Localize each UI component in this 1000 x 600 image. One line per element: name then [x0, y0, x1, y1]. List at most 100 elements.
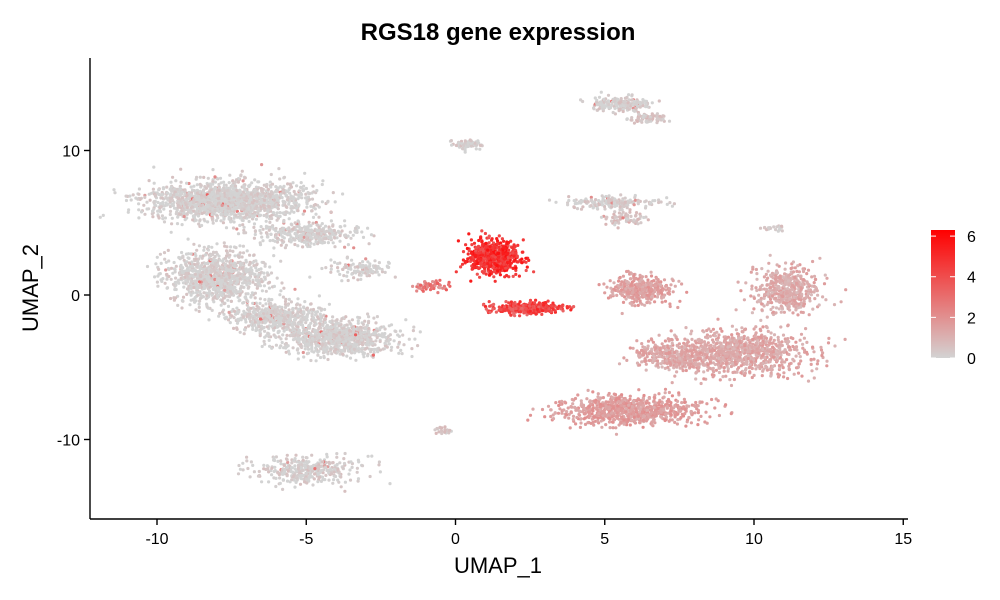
data-point: [301, 212, 305, 216]
data-point: [215, 242, 219, 246]
data-point: [338, 239, 342, 243]
data-point: [163, 216, 167, 220]
data-point: [221, 221, 225, 225]
data-point: [165, 185, 169, 189]
data-point: [247, 200, 251, 205]
data-point: [366, 337, 370, 341]
data-point: [369, 267, 373, 272]
data-point: [298, 228, 302, 232]
data-point: [255, 304, 259, 308]
data-point: [161, 217, 165, 221]
data-point: [260, 314, 264, 318]
data-point: [195, 191, 199, 195]
data-point: [367, 242, 371, 246]
data-point: [269, 185, 273, 189]
data-point: [245, 212, 249, 216]
data-point: [345, 323, 349, 327]
data-point: [268, 194, 272, 199]
data-point: [337, 340, 341, 344]
data-point: [322, 339, 326, 343]
data-point: [192, 286, 196, 290]
data-point: [311, 184, 315, 188]
data-point: [330, 352, 334, 356]
data-point: [323, 230, 327, 234]
data-point: [143, 212, 147, 216]
data-point: [200, 207, 204, 211]
data-point: [217, 182, 221, 187]
data-point: [365, 340, 370, 344]
data-point: [356, 278, 360, 282]
data-point: [129, 198, 133, 202]
data-point: [274, 335, 278, 339]
data-point: [224, 267, 228, 271]
data-point: [259, 198, 263, 202]
data-point: [314, 359, 318, 363]
data-point: [334, 333, 338, 337]
data-point: [474, 246, 478, 250]
data-point: [163, 257, 167, 261]
data-point: [202, 217, 206, 221]
data-point: [375, 336, 379, 340]
data-point: [327, 335, 331, 339]
data-point: [299, 344, 303, 348]
data-point: [352, 347, 356, 351]
data-point: [137, 202, 141, 206]
data-point: [219, 213, 223, 217]
data-point: [225, 245, 229, 249]
data-point: [286, 182, 290, 186]
data-point: [128, 194, 132, 198]
data-point: [357, 346, 361, 350]
data-point: [278, 346, 282, 350]
data-point: [203, 253, 208, 257]
data-point: [302, 184, 306, 188]
data-point: [165, 286, 169, 290]
data-point: [192, 184, 196, 188]
data-point: [241, 315, 245, 319]
data-point: [234, 205, 238, 210]
data-point: [176, 303, 180, 307]
data-point: [248, 272, 252, 276]
data-point: [276, 321, 280, 325]
data-point: [251, 261, 255, 265]
data-point: [347, 267, 351, 271]
data-point: [253, 272, 257, 276]
data-point: [241, 196, 245, 201]
data-point: [291, 338, 296, 342]
data-point: [200, 223, 204, 228]
data-point: [265, 185, 269, 189]
data-point: [240, 199, 244, 203]
cluster-c1: [98, 163, 345, 230]
data-point: [152, 200, 156, 204]
data-point: [186, 256, 190, 260]
data-point: [206, 176, 210, 180]
data-point: [276, 207, 280, 211]
data-point: [277, 167, 281, 171]
data-point: [250, 181, 254, 185]
data-point: [244, 196, 248, 200]
data-point: [200, 211, 204, 215]
data-point: [288, 311, 292, 315]
data-point: [321, 179, 325, 183]
data-point: [266, 235, 270, 239]
data-point: [264, 219, 268, 223]
data-point: [131, 193, 135, 197]
data-point: [302, 328, 307, 332]
data-point: [190, 280, 194, 284]
data-point: [219, 181, 223, 185]
data-point: [162, 207, 166, 211]
data-point: [265, 215, 269, 219]
data-point: [329, 210, 333, 214]
data-point: [502, 239, 506, 243]
data-point: [294, 201, 298, 205]
data-point: [254, 259, 258, 263]
data-point: [265, 325, 269, 329]
data-point: [495, 237, 499, 241]
data-point: [372, 350, 376, 354]
data-point: [227, 310, 231, 314]
data-point: [309, 241, 313, 245]
data-point: [207, 289, 212, 293]
data-point: [271, 319, 275, 323]
data-point: [327, 302, 331, 306]
data-point: [176, 215, 180, 219]
data-point: [374, 339, 378, 343]
